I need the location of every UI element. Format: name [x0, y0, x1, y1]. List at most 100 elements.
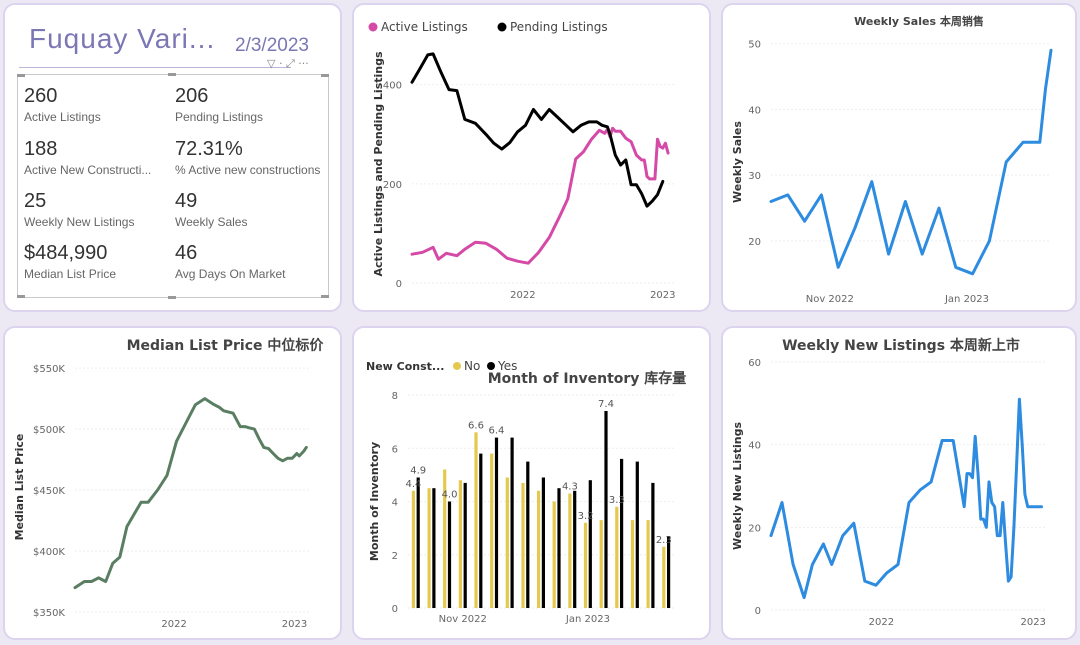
kpi-value: 49	[175, 190, 198, 212]
y-axis-label: Month of Inventory	[368, 442, 381, 561]
y-axis-label: Median List Price	[13, 434, 26, 541]
series-line-pending-listings	[410, 52, 665, 208]
bar-yes	[557, 488, 561, 608]
chart-title: Month of Inventory 库存量	[488, 370, 687, 387]
y-tick-label: $350K	[33, 608, 65, 619]
legend-title: New Const...	[366, 360, 444, 373]
bar-yes	[651, 482, 655, 608]
bar-no	[411, 490, 415, 608]
kpi-pct-active-new-construction: 72.31% % Active new constructions	[175, 138, 320, 177]
bar-yes	[510, 437, 514, 608]
kpi-value: 188	[24, 138, 58, 160]
series-line-weekly-new-listings	[769, 397, 1043, 600]
y-axis-label: Weekly New Listings	[731, 422, 744, 550]
kpi-label: Pending Listings	[175, 110, 264, 124]
kpi-label: % Active new constructions	[175, 163, 321, 177]
resize-handle[interactable]	[168, 296, 176, 299]
data-label: 6.6	[468, 420, 484, 431]
kpi-card: Fuquay Vari... 2/3/2023 ▽ · ⤢ ··· 260 Act…	[3, 3, 342, 312]
y-tick-label: 40	[748, 105, 761, 116]
kpi-value: 46	[175, 242, 198, 264]
kpi-multirow-card[interactable]: 260 Active Listings 206 Pending Listings 1…	[17, 73, 329, 299]
y-tick-label: 2	[392, 551, 398, 562]
y-tick-label: 30	[748, 171, 761, 182]
x-tick-label: Nov 2022	[439, 614, 487, 625]
y-tick-label: 60	[748, 358, 761, 369]
bar-no	[662, 546, 666, 608]
bar-no	[490, 453, 494, 608]
legend-marker	[487, 362, 495, 370]
y-tick-label: $400K	[33, 547, 65, 558]
kpi-label: Median List Price	[24, 267, 117, 281]
bar-yes	[635, 461, 639, 608]
series-line-weekly-sales	[769, 48, 1053, 276]
legend-marker	[453, 362, 461, 370]
y-tick-label: 20	[748, 523, 761, 534]
x-tick-label: 2022	[510, 290, 535, 301]
kpi-label: Avg Days On Market	[175, 267, 286, 281]
kpi-value: 72.31%	[175, 138, 243, 160]
kpi-title: Fuquay Vari...	[29, 23, 216, 54]
legend-label: Active Listings	[381, 20, 468, 34]
weekly-new-listings-chart-card[interactable]: 0 20 40 60 Weekly New Listings Weekly New Lis…	[721, 326, 1077, 640]
legend-label: Pending Listings	[510, 20, 608, 34]
kpi-pending-listings: 206 Pending Listings	[175, 85, 263, 124]
bar-no	[630, 520, 635, 608]
kpi-date: 2/3/2023	[235, 35, 309, 56]
chart-title: Weekly New Listings 本周新上市	[782, 337, 1020, 354]
bar-yes	[463, 482, 467, 608]
month-of-inventory-chart: 0 2 4 6 8 Month of Inventory Month of Inventor…	[366, 359, 687, 625]
bar-yes	[620, 458, 624, 608]
weekly-sales-chart-card[interactable]: 20 30 40 50 Weekly Sales Weekly Sales 本周销售 Nov…	[721, 3, 1077, 312]
y-tick-label: 0	[755, 606, 761, 617]
y-tick-label: 40	[748, 441, 761, 452]
median-list-price-chart-card[interactable]: $350K $400K $450K $500K $550K Median List Pri…	[3, 326, 342, 640]
data-label: 7.4	[598, 399, 614, 410]
kpi-label: Weekly New Listings	[24, 215, 135, 229]
bar-no	[427, 488, 431, 608]
bar-yes	[573, 490, 577, 608]
active-pending-chart-card[interactable]: 0 200 400 Active Listings and Pending Listi…	[352, 3, 711, 312]
kpi-label: Active New Constructi...	[24, 163, 152, 177]
data-label: 4.3	[562, 482, 578, 493]
visual-header-tools[interactable]: ▽ · ⤢ ···	[267, 57, 309, 70]
bar-no	[599, 520, 603, 608]
month-of-inventory-chart-card[interactable]: 0 2 4 6 8 Month of Inventory Month of Inventor…	[352, 326, 711, 640]
x-tick-label: 2023	[650, 290, 675, 301]
bar-yes	[494, 437, 499, 608]
data-label: 6.4	[489, 426, 505, 437]
resize-handle[interactable]	[321, 295, 329, 298]
bar-no	[568, 493, 572, 608]
kpi-median-list-price: $484,990 Median List Price	[24, 242, 116, 281]
kpi-active-listings: 260 Active Listings	[24, 85, 101, 124]
bar-yes	[432, 488, 436, 608]
bar-yes	[416, 477, 420, 608]
legend-label: No	[464, 359, 480, 373]
x-tick-label: Jan 2023	[565, 614, 610, 625]
kpi-value: 260	[24, 85, 58, 107]
resize-handle[interactable]	[17, 295, 25, 298]
bar-yes	[604, 411, 608, 608]
resize-handle[interactable]	[168, 73, 176, 76]
bar-no	[521, 482, 525, 608]
data-label: 4.0	[442, 490, 458, 501]
y-tick-label: $500K	[33, 425, 65, 436]
resize-handle[interactable]	[17, 74, 25, 77]
series-line-median-list-price	[73, 397, 308, 590]
kpi-value: 25	[24, 190, 47, 212]
kpi-value: $484,990	[24, 242, 108, 264]
y-tick-label: 50	[748, 40, 761, 51]
y-axis-label: Active Listings and Pending Listings	[372, 51, 385, 277]
weekly-sales-chart: 20 30 40 50 Weekly Sales Weekly Sales 本周销售 Nov…	[731, 14, 1053, 305]
y-tick-label: 200	[383, 180, 402, 191]
bar-no	[474, 432, 478, 608]
series-line-active-listings	[410, 126, 670, 265]
kpi-avg-days-on-market: 46 Avg Days On Market	[175, 242, 285, 281]
kpi-active-new-construction: 188 Active New Constructi...	[24, 138, 151, 177]
legend-marker	[368, 22, 378, 32]
bar-no	[583, 522, 588, 608]
kpi-title-underline	[19, 67, 291, 68]
resize-handle[interactable]	[321, 74, 329, 77]
legend-marker	[497, 22, 507, 32]
kpi-weekly-sales: 49 Weekly Sales	[175, 190, 247, 229]
